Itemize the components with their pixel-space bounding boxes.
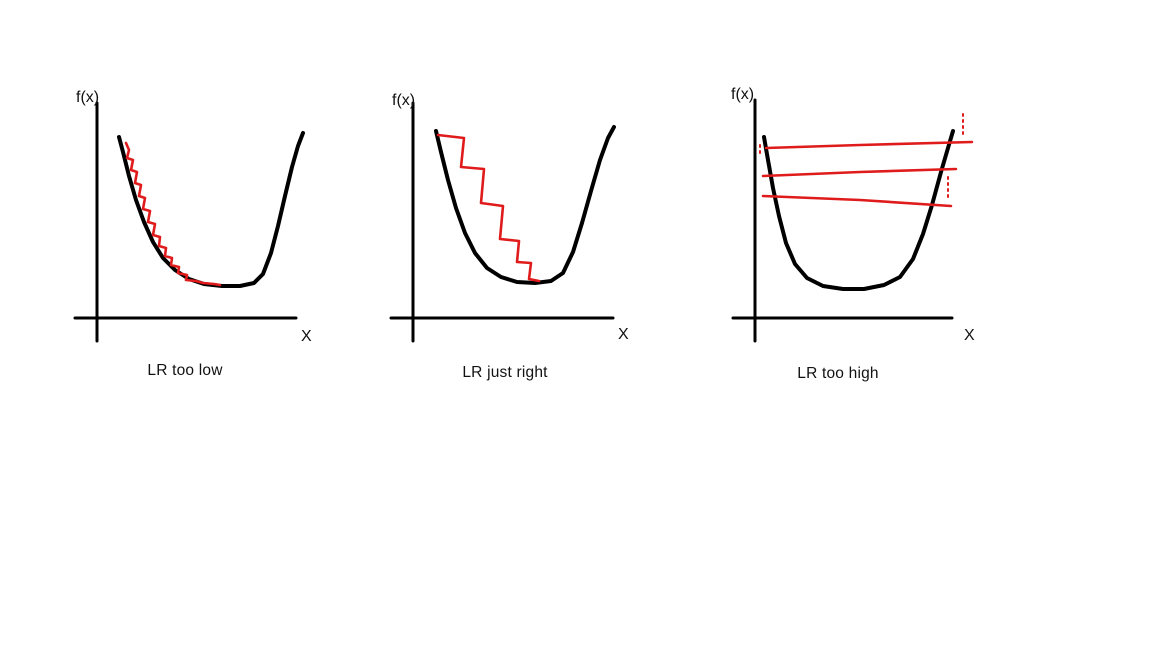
x-axis-label: X	[964, 327, 975, 344]
panel-lr-too-low: f(x) X LR too low	[73, 89, 312, 379]
x-axis-label: X	[618, 326, 629, 343]
y-axis-label: f(x)	[76, 89, 99, 106]
descent-path-group	[436, 133, 541, 283]
descent-path-group	[124, 141, 222, 287]
panel-lr-too-high: f(x) X LR too high	[731, 86, 975, 382]
loss-curve	[762, 129, 955, 291]
gradient-descent-path	[436, 133, 541, 283]
panel-caption: LR too high	[797, 365, 878, 382]
descent-path-group	[759, 113, 974, 208]
loss-curve	[434, 125, 616, 285]
x-axis-label: X	[301, 328, 312, 345]
gradient-descent-path	[761, 167, 958, 178]
gradient-descent-path	[764, 140, 974, 150]
panel-lr-just-right: f(x) X LR just right	[389, 92, 629, 381]
panel-caption: LR too low	[147, 362, 223, 379]
y-axis-label: f(x)	[731, 86, 754, 103]
y-axis-label: f(x)	[392, 92, 415, 109]
gradient-descent-path	[761, 194, 953, 208]
panel-caption: LR just right	[462, 364, 548, 381]
gradient-descent-path	[124, 141, 222, 287]
